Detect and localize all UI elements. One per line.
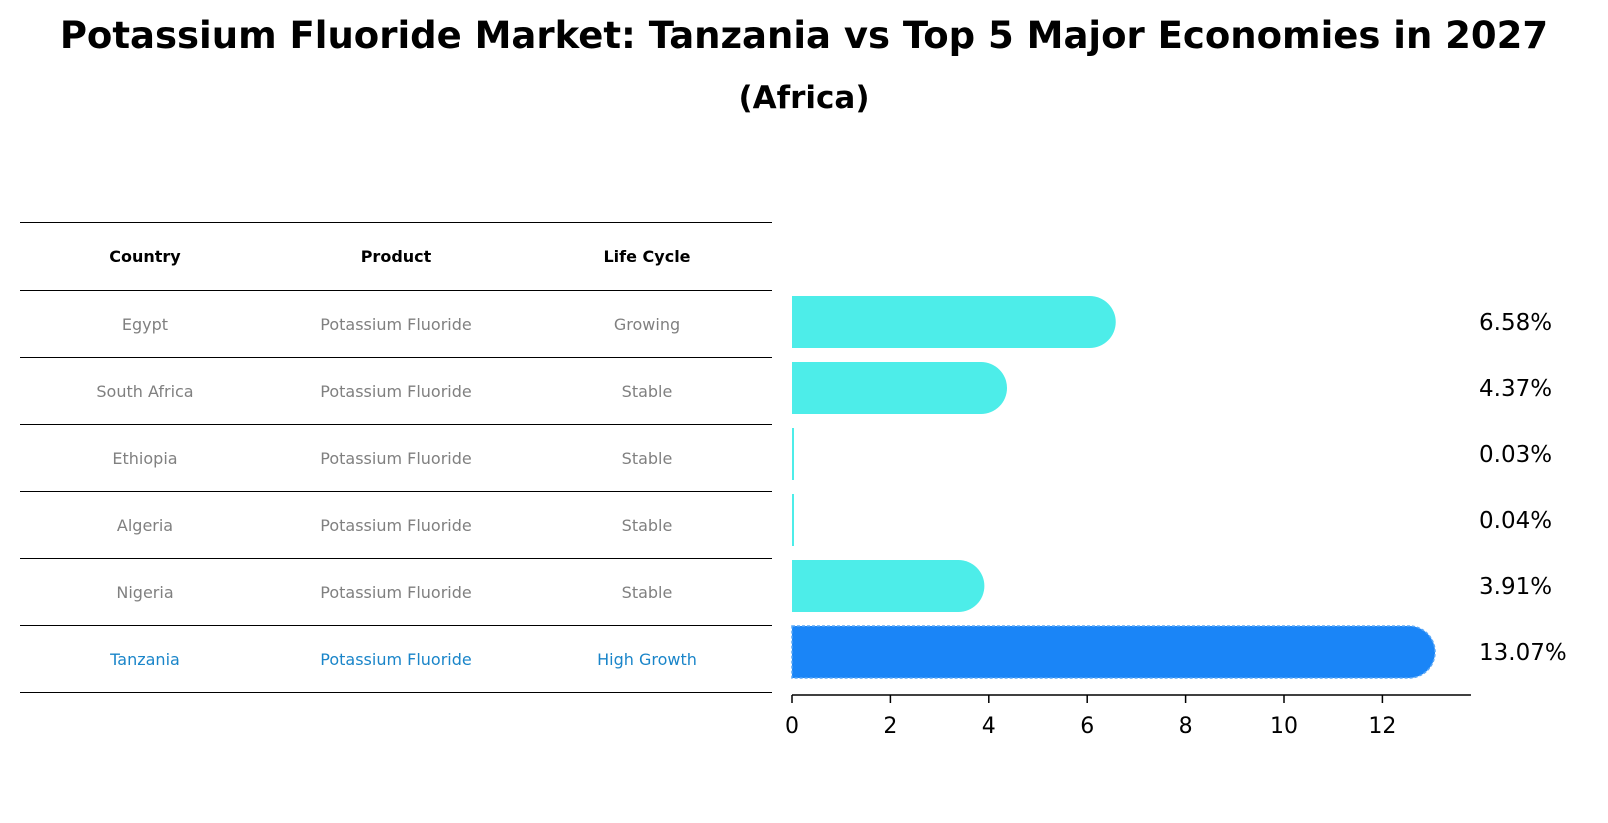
country-cell: Tanzania — [110, 649, 180, 669]
table-row: Nigeria Potassium Fluoride Stable — [20, 558, 772, 625]
product-cell: Potassium Fluoride — [320, 381, 472, 401]
header-product: Product — [360, 247, 432, 266]
x-tick-label: 12 — [1368, 714, 1396, 739]
chart-subtitle: (Africa) — [738, 80, 870, 116]
country-cell: Algeria — [116, 515, 174, 535]
x-tick-label: 6 — [1080, 714, 1094, 739]
value-label: 6.58% — [1479, 310, 1552, 336]
value-label: 13.07% — [1479, 640, 1567, 666]
table-header-row: Country Product Life Cycle — [20, 222, 772, 290]
life-cycle-cell: Stable — [621, 515, 673, 535]
bar-ethiopia — [792, 428, 794, 480]
bar-nigeria — [792, 560, 985, 612]
bar-tanzania — [791, 625, 1436, 679]
country-cell: South Africa — [96, 381, 194, 401]
product-cell: Potassium Fluoride — [320, 582, 472, 602]
bar-egypt — [792, 296, 1116, 348]
product-cell: Potassium Fluoride — [320, 314, 472, 334]
country-cell: Ethiopia — [112, 448, 178, 468]
x-tick-label: 0 — [785, 714, 799, 739]
value-label: 0.04% — [1479, 508, 1552, 534]
product-cell: Potassium Fluoride — [320, 649, 472, 669]
life-cycle-cell: High Growth — [597, 649, 697, 669]
x-tick-label: 8 — [1179, 714, 1193, 739]
x-tick-label: 4 — [982, 714, 996, 739]
life-cycle-cell: Stable — [621, 381, 673, 401]
x-tick-label: 2 — [883, 714, 897, 739]
chart-title: Potassium Fluoride Market: Tanzania vs T… — [59, 14, 1549, 57]
table-row: South Africa Potassium Fluoride Stable — [20, 357, 772, 424]
life-cycle-cell: Stable — [621, 448, 673, 468]
product-cell: Potassium Fluoride — [320, 515, 472, 535]
bar-algeria — [792, 494, 794, 546]
table-row-highlight: Tanzania Potassium Fluoride High Growth — [20, 625, 772, 693]
value-label: 3.91% — [1479, 574, 1552, 600]
value-label: 4.37% — [1479, 376, 1552, 402]
life-cycle-cell: Growing — [613, 314, 681, 334]
country-cell: Egypt — [121, 314, 169, 334]
header-life-cycle: Life Cycle — [603, 247, 691, 266]
x-tick-label: 10 — [1270, 714, 1298, 739]
header-country: Country — [109, 247, 181, 266]
table-row: Ethiopia Potassium Fluoride Stable — [20, 424, 772, 491]
product-cell: Potassium Fluoride — [320, 448, 472, 468]
table-row: Egypt Potassium Fluoride Growing — [20, 290, 772, 357]
table-row: Algeria Potassium Fluoride Stable — [20, 491, 772, 558]
country-cell: Nigeria — [116, 582, 174, 602]
market-table: Country Product Life Cycle Egypt Potassi… — [20, 222, 772, 693]
life-cycle-cell: Stable — [621, 582, 673, 602]
bar-south-africa — [792, 362, 1008, 414]
value-label: 0.03% — [1479, 442, 1552, 468]
